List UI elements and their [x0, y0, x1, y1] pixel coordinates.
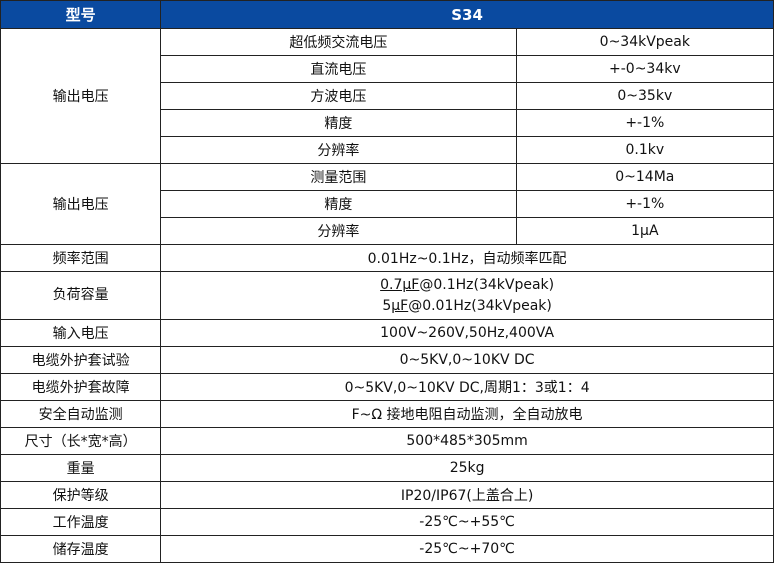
- row-label: 保护等级: [0, 481, 162, 509]
- row-label: 输入电压: [0, 319, 162, 347]
- table-row: 分辨率 1μA: [1, 217, 775, 245]
- table-row: 频率范围 0.01Hz~0.1Hz，自动频率匹配: [0, 244, 774, 272]
- row-value: 0.7μF@0.1Hz(34kVpeak) 5μF@0.01Hz(34kVpea…: [160, 271, 774, 320]
- row-label: 尺寸（长*宽*高）: [0, 427, 162, 455]
- table-row: 电缆外护套试验 0~5KV,0~10KV DC: [0, 346, 774, 374]
- row-value: -25℃~+55℃: [160, 508, 774, 536]
- table-row: 分辨率 0.1kv: [1, 136, 775, 164]
- param-name: 直流电压: [160, 55, 517, 83]
- table-row: 安全自动监测 F~Ω 接地电阻自动监测，全自动放电: [0, 400, 774, 428]
- table-row: 尺寸（长*宽*高） 500*485*305mm: [0, 427, 774, 455]
- row-label: 电缆外护套故障: [0, 373, 162, 401]
- row-label: 重量: [0, 454, 162, 482]
- table-row: 精度 +-1%: [1, 109, 775, 137]
- row-value: IP20/IP67(上盖合上): [160, 481, 774, 509]
- row-label: 频率范围: [0, 244, 162, 272]
- table-row: 输入电压 100V~260V,50Hz,400VA: [0, 319, 774, 347]
- table-row: 精度 +-1%: [1, 190, 775, 218]
- row-value: F~Ω 接地电阻自动监测，全自动放电: [160, 400, 774, 428]
- row-value: -25℃~+70℃: [160, 535, 774, 563]
- row-label: 储存温度: [0, 535, 162, 563]
- group-label: 输出电压: [0, 163, 162, 245]
- table-row: 工作温度 -25℃~+55℃: [0, 508, 774, 536]
- table-row-load: 负荷容量 0.7μF@0.1Hz(34kVpeak) 5μF@0.01Hz(34…: [0, 271, 774, 320]
- table-row: 输出电压 超低频交流电压 0~34kVpeak: [0, 28, 775, 164]
- table-row: 电缆外护套故障 0~5KV,0~10KV DC,周期1：3或1：4: [0, 373, 774, 401]
- param-value: 0~34kVpeak: [515, 28, 775, 56]
- row-value: 0~5KV,0~10KV DC: [160, 346, 774, 374]
- param-value: 0~35kv: [515, 82, 775, 110]
- group-label: 输出电压: [0, 28, 162, 164]
- table-row: 储存温度 -25℃~+70℃: [0, 535, 774, 563]
- header-model-value: S34: [160, 0, 774, 29]
- row-label: 负荷容量: [0, 271, 162, 320]
- row-value: 500*485*305mm: [160, 427, 774, 455]
- param-name: 精度: [160, 190, 517, 218]
- load-line2-underlined: μF: [391, 297, 409, 314]
- table-row: 方波电压 0~35kv: [1, 82, 775, 110]
- param-name: 分辨率: [160, 136, 517, 164]
- param-value: +-1%: [515, 109, 775, 137]
- row-value: 0.01Hz~0.1Hz，自动频率匹配: [160, 244, 774, 272]
- row-label: 安全自动监测: [0, 400, 162, 428]
- table-row: 重量 25kg: [0, 454, 774, 482]
- load-line1: @0.1Hz(34kVpeak): [419, 276, 555, 293]
- table-row: 保护等级 IP20/IP67(上盖合上): [0, 481, 774, 509]
- table-row: 直流电压 +-0~34kv: [1, 55, 775, 83]
- param-name: 测量范围: [160, 163, 517, 191]
- row-value: 0~5KV,0~10KV DC,周期1：3或1：4: [160, 373, 774, 401]
- load-line2-prefix: 5: [382, 297, 392, 314]
- param-value: +-1%: [515, 190, 775, 218]
- param-value: 0.1kv: [515, 136, 775, 164]
- load-line1-underlined: 0.7μF: [380, 276, 420, 293]
- param-value: 1μA: [515, 217, 775, 245]
- param-name: 超低频交流电压: [160, 28, 517, 56]
- table-row: 输出电压 测量范围 0~14Ma: [0, 163, 775, 245]
- param-name: 分辨率: [160, 217, 517, 245]
- param-name: 方波电压: [160, 82, 517, 110]
- row-label: 工作温度: [0, 508, 162, 536]
- param-name: 精度: [160, 109, 517, 137]
- load-line2: @0.01Hz(34kVpeak): [408, 297, 552, 314]
- param-value: 0~14Ma: [515, 163, 775, 191]
- header-model-label: 型号: [0, 0, 162, 29]
- row-label: 电缆外护套试验: [0, 346, 162, 374]
- row-value: 100V~260V,50Hz,400VA: [160, 319, 774, 347]
- row-value: 25kg: [160, 454, 774, 482]
- header-row: 型号 S34: [0, 0, 774, 29]
- param-value: +-0~34kv: [515, 55, 775, 83]
